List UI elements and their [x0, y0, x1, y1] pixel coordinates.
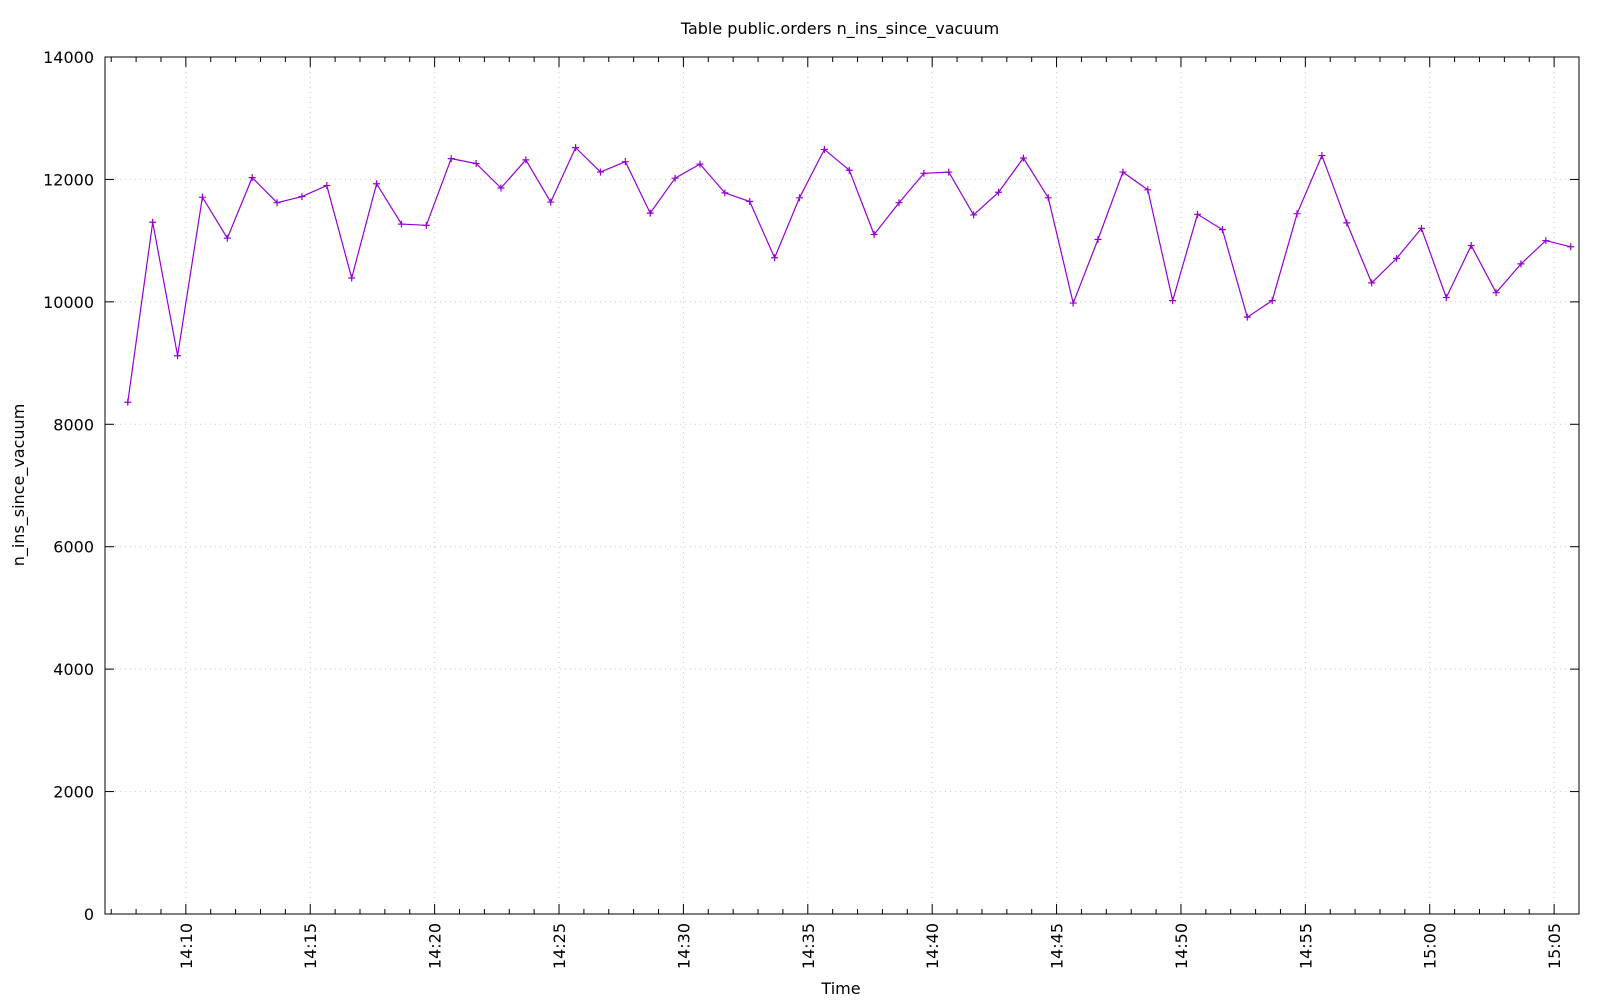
data-point [522, 156, 530, 164]
data-point [1218, 226, 1226, 234]
data-point [771, 254, 779, 262]
data-point [920, 169, 928, 177]
data-point [497, 184, 505, 192]
data-point [1442, 294, 1450, 302]
data-point [870, 231, 878, 239]
data-point [248, 174, 256, 182]
y-tick-label: 10000 [43, 293, 94, 312]
data-point [1069, 299, 1077, 307]
data-point [323, 182, 331, 190]
data-point [1119, 168, 1127, 176]
data-point [820, 145, 828, 153]
data-point [298, 193, 306, 201]
y-tick-label: 8000 [53, 415, 94, 434]
data-series [124, 144, 1575, 406]
data-point [1144, 186, 1152, 194]
x-tick-label: 14:40 [923, 923, 942, 969]
axes: 0 2000 4000 6000 8000 10000 12000 14000 14:10 14:… [43, 48, 1580, 969]
x-tick-label: 14:10 [177, 923, 196, 969]
data-point [596, 168, 604, 176]
data-point [198, 193, 206, 201]
data-point [1044, 194, 1052, 202]
data-point [547, 198, 555, 206]
data-point [174, 352, 182, 360]
x-axis-title: Time [820, 979, 860, 998]
y-tick-label: 6000 [53, 538, 94, 557]
data-point [895, 199, 903, 207]
data-point [970, 211, 978, 219]
x-tick-label: 14:30 [674, 923, 693, 969]
data-point [646, 209, 654, 217]
data-point [995, 188, 1003, 196]
data-point [124, 398, 132, 406]
data-point [1094, 235, 1102, 243]
plot-frame [104, 56, 1580, 915]
data-point [746, 197, 754, 205]
y-axis-title: n_ins_since_vacuum [9, 404, 29, 567]
y-tick-label: 2000 [53, 783, 94, 802]
data-point [1542, 237, 1550, 245]
data-point [1019, 154, 1027, 162]
data-point [1567, 243, 1575, 251]
data-point [373, 180, 381, 188]
data-point [1492, 289, 1500, 297]
x-tick-label: 14:55 [1296, 923, 1315, 969]
data-point [397, 220, 405, 228]
data-point [845, 166, 853, 174]
data-point [1417, 224, 1425, 232]
data-point [1268, 297, 1276, 305]
data-point [1368, 279, 1376, 287]
data-point [1293, 210, 1301, 218]
data-point [1517, 260, 1525, 268]
data-point [348, 274, 356, 282]
x-tick-label: 15:00 [1421, 923, 1440, 969]
data-point [1393, 254, 1401, 262]
x-tick-label: 14:25 [550, 923, 569, 969]
y-tick-label: 0 [84, 905, 94, 924]
x-tick-label: 15:05 [1545, 923, 1564, 969]
data-point [572, 144, 580, 152]
data-point [796, 194, 804, 202]
data-point [1194, 210, 1202, 218]
data-point [422, 221, 430, 229]
x-tick-label: 14:45 [1048, 923, 1067, 969]
data-point [1318, 152, 1326, 160]
grid-lines [105, 57, 1579, 914]
data-point [671, 174, 679, 182]
x-tick-label: 14:50 [1172, 923, 1191, 969]
data-point [721, 189, 729, 197]
data-point [1343, 219, 1351, 227]
chart-title: Table public.orders n_ins_since_vacuum [680, 19, 999, 39]
data-point [1169, 297, 1177, 305]
x-tick-label: 14:35 [799, 923, 818, 969]
data-point [1467, 242, 1475, 250]
y-tick-label: 12000 [43, 170, 94, 189]
data-point [696, 160, 704, 168]
data-point [149, 218, 157, 226]
x-tick-label: 14:20 [426, 923, 445, 969]
data-point [1243, 313, 1251, 321]
x-tick-label: 14:15 [301, 923, 320, 969]
data-point [223, 234, 231, 242]
y-tick-label: 14000 [43, 48, 94, 67]
data-point [273, 199, 281, 207]
data-point [447, 155, 455, 163]
data-point [621, 158, 629, 166]
y-tick-label: 4000 [53, 660, 94, 679]
data-point [472, 160, 480, 168]
data-point [945, 168, 953, 176]
